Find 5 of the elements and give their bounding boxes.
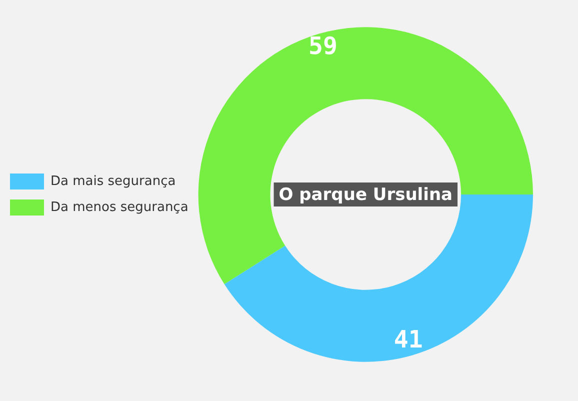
text: O parque Ursulina	[278, 184, 453, 205]
legend-label: Da menos segurança	[50, 200, 188, 215]
legend-label: Da mais segurança	[50, 174, 176, 189]
data-label: 59	[308, 32, 338, 60]
data-label: 41	[394, 326, 423, 354]
